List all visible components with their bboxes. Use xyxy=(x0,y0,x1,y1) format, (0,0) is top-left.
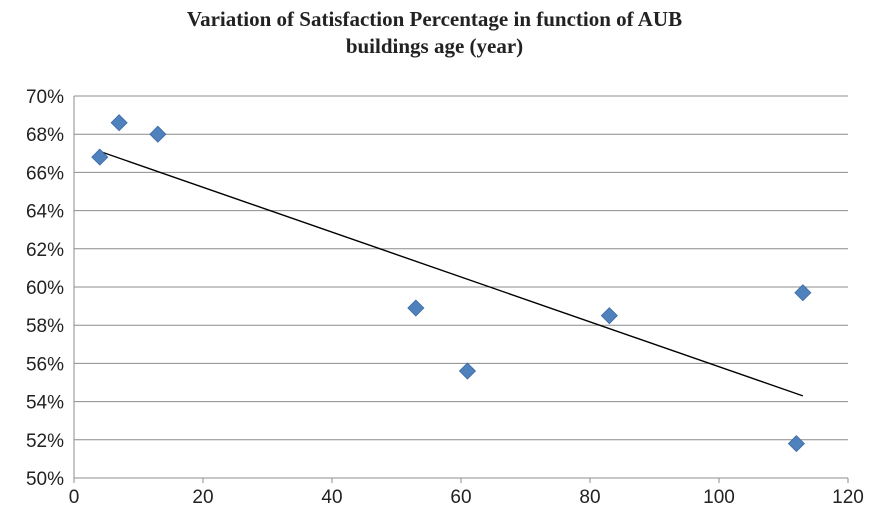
data-point xyxy=(794,284,812,302)
x-tick-label: 100 xyxy=(703,487,735,508)
data-point xyxy=(110,114,128,132)
chart-title: Variation of Satisfaction Percentage in … xyxy=(0,6,869,60)
data-point xyxy=(149,125,167,143)
x-tick-label: 120 xyxy=(832,487,864,508)
x-tick-label: 40 xyxy=(321,487,342,508)
axes xyxy=(73,96,849,483)
y-tick-label: 64% xyxy=(26,202,64,223)
y-tick-label: 62% xyxy=(26,240,64,261)
y-tick-label: 68% xyxy=(26,125,64,146)
gridlines xyxy=(74,95,848,441)
x-tick-label: 60 xyxy=(450,487,471,508)
data-point xyxy=(600,307,618,325)
chart-title-line-1: Variation of Satisfaction Percentage in … xyxy=(186,7,683,31)
data-point xyxy=(787,435,805,453)
trendline-group xyxy=(99,150,804,397)
y-tick-label: 52% xyxy=(26,431,64,452)
y-tick-label: 70% xyxy=(26,87,64,108)
y-tick-label: 58% xyxy=(26,316,64,337)
x-tick-label: 0 xyxy=(69,487,80,508)
trendline xyxy=(99,150,804,397)
y-tick-label: 54% xyxy=(26,393,64,414)
y-tick-label: 60% xyxy=(26,278,64,299)
y-tick-label: 56% xyxy=(26,354,64,375)
data-point xyxy=(91,148,109,166)
data-point xyxy=(458,362,477,380)
x-tick-label: 80 xyxy=(579,487,600,508)
y-tick-label: 50% xyxy=(26,469,64,490)
x-tick-label: 20 xyxy=(192,487,213,508)
y-tick-label: 66% xyxy=(26,163,64,184)
data-points xyxy=(91,114,812,453)
y-tick-labels: 50% 52% 54% 56% 58% 60% 62% 64% 66% 68% 70% xyxy=(26,87,64,490)
data-point xyxy=(407,299,425,317)
chart-title-line-2: buildings age (year) xyxy=(345,34,524,58)
x-tick-labels: 0 20 40 60 80 100 120 xyxy=(69,487,864,508)
